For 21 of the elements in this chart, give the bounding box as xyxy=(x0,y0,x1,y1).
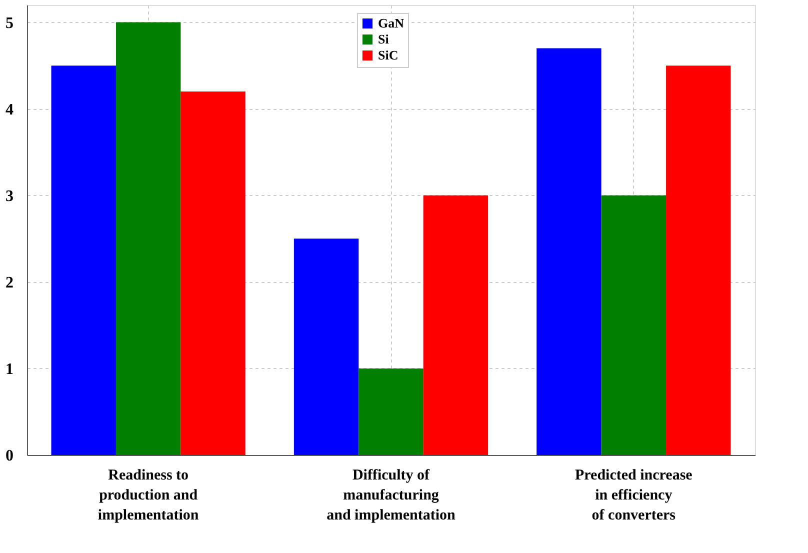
legend-label: GaN xyxy=(378,16,405,30)
bar xyxy=(51,66,116,455)
x-tick-label: Readiness to production and implementation xyxy=(98,468,200,524)
legend-label: Si xyxy=(378,32,390,46)
y-tick-label: 5 xyxy=(6,14,14,32)
y-tick-label: 0 xyxy=(6,448,14,464)
y-tick-label: 4 xyxy=(6,101,14,118)
bar xyxy=(116,22,181,455)
bar xyxy=(536,48,602,455)
y-tick-label: 3 xyxy=(6,188,14,205)
bar xyxy=(601,195,666,455)
bar xyxy=(666,66,731,455)
bar xyxy=(180,92,246,455)
bar xyxy=(423,195,488,455)
bar xyxy=(294,238,359,455)
legend-label: SiC xyxy=(378,48,398,62)
y-tick-label: 2 xyxy=(6,274,14,292)
x-tick-label: Predicted increase in efficiency of converters xyxy=(575,468,693,524)
y-tick-label: 1 xyxy=(6,360,14,378)
x-tick-label: Difficulty of manufacturing and implementation xyxy=(326,468,456,524)
bar xyxy=(358,368,424,455)
